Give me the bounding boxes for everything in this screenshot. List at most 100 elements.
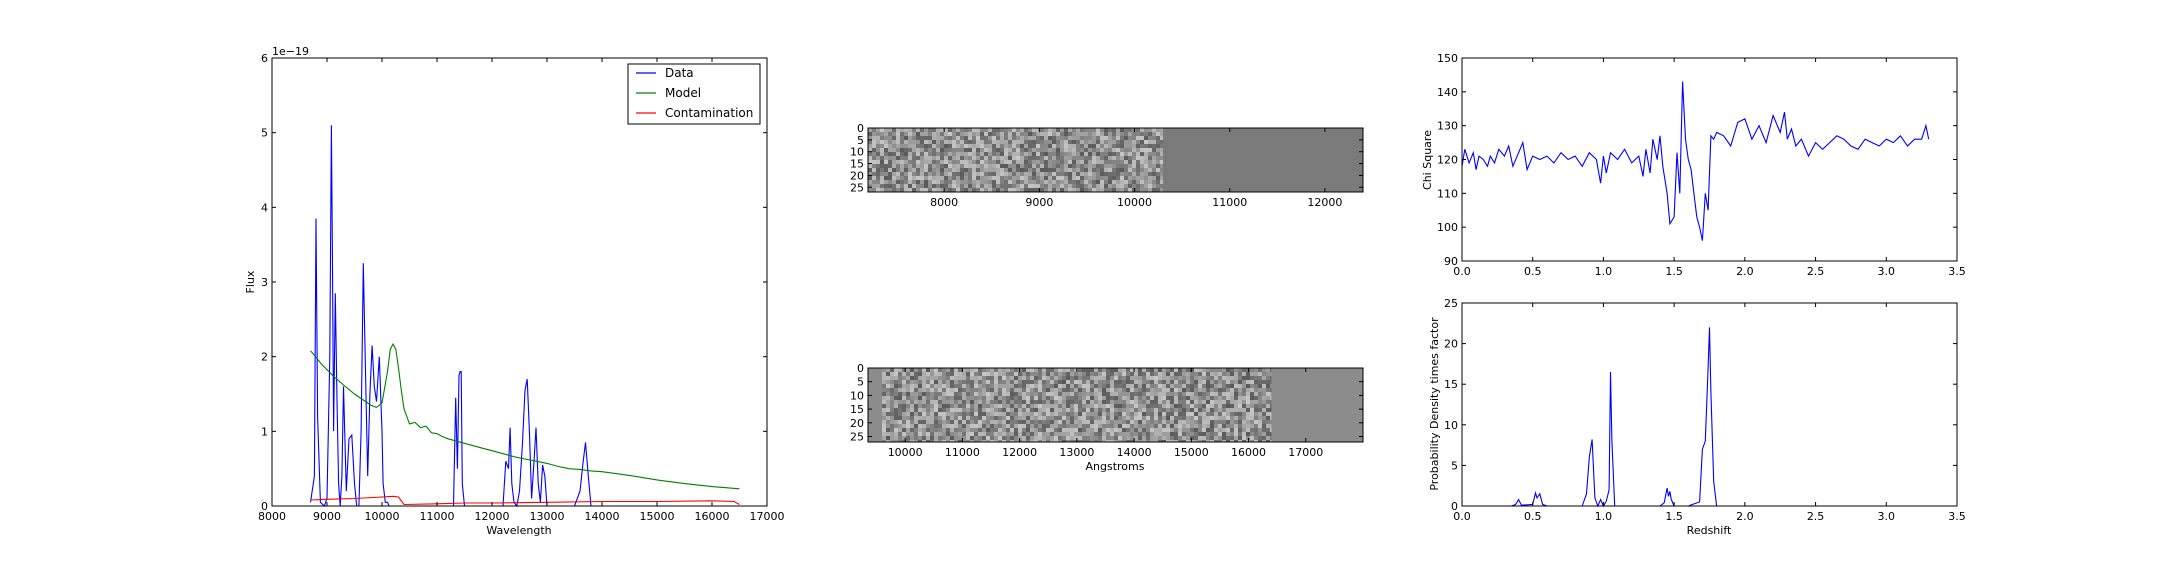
y-tick-label: 15 [850, 403, 864, 416]
x-tick-label: 12000 [475, 510, 510, 523]
bottom-2d-spectrum-frame [867, 367, 1364, 443]
y-tick-label: 120 [1437, 154, 1458, 167]
x-tick-label: 0.0 [1453, 265, 1471, 278]
y-tick-label: 130 [1437, 120, 1458, 133]
x-tick-label: 3.0 [1878, 265, 1896, 278]
y-tick-label: 1 [261, 425, 268, 438]
x-tick-label: 8000 [258, 510, 286, 523]
x-tick-label: 12000 [1307, 196, 1342, 209]
y-tick-label: 0 [857, 362, 864, 375]
x-tick-label: 12000 [1002, 446, 1037, 459]
x-tick-label: 3.5 [1948, 510, 1966, 523]
x-tick-label: 9000 [313, 510, 341, 523]
y-tick-label: 5 [857, 134, 864, 147]
y-tick-label: 20 [850, 417, 864, 430]
x-tick-label: 9000 [1025, 196, 1053, 209]
x-tick-label: 2.0 [1736, 510, 1754, 523]
y-tick-label: 15 [850, 158, 864, 171]
x-tick-label: 13000 [1059, 446, 1094, 459]
x-tick-label: 14000 [1117, 446, 1152, 459]
x-tick-label: 11000 [1212, 196, 1247, 209]
y-tick-label: 6 [261, 52, 268, 65]
y-tick-label: 150 [1437, 52, 1458, 65]
x-tick-label: 11000 [945, 446, 980, 459]
x-tick-label: 10000 [1117, 196, 1152, 209]
y-tick-label: 100 [1437, 221, 1458, 234]
x-tick-label: 0.5 [1524, 510, 1542, 523]
y-tick-label: 10 [850, 146, 864, 159]
x-tick-label: 3.0 [1878, 510, 1896, 523]
spectrum-offset-label: 1e−19 [272, 45, 309, 58]
y-tick-label: 20 [1444, 338, 1458, 351]
y-tick-label: 25 [850, 431, 864, 444]
x-tick-label: 15000 [640, 510, 675, 523]
x-tick-label: 0.0 [1453, 510, 1471, 523]
legend-entry-data: Data [665, 66, 694, 80]
x-tick-label: 1.5 [1665, 265, 1683, 278]
y-tick-label: 5 [1451, 459, 1458, 472]
spectrum-axes-frame [271, 57, 768, 507]
y-tick-label: 10 [850, 389, 864, 402]
x-tick-label: 14000 [585, 510, 620, 523]
x-tick-label: 2.5 [1807, 265, 1825, 278]
y-tick-label: 25 [850, 181, 864, 194]
y-tick-label: 20 [850, 169, 864, 182]
y-tick-label: 0 [261, 500, 268, 513]
series-line-model [310, 342, 740, 490]
series-line-line-0 [1462, 327, 1929, 508]
x-tick-label: 1.5 [1665, 510, 1683, 523]
series-line-data [309, 125, 740, 508]
noise-image [868, 128, 1164, 192]
angstroms-xlabel: Angstroms [1086, 460, 1145, 473]
x-tick-label: 17000 [1288, 446, 1323, 459]
legend-entry-contamination: Contamination [665, 106, 753, 120]
legend-box [627, 63, 761, 125]
y-tick-label: 0 [857, 122, 864, 135]
bottom-2d-spectrum-panel: 10000 11000 12000 13000 14000 15000 16000 17000… [850, 362, 1364, 473]
x-tick-label: 15000 [1174, 446, 1209, 459]
x-tick-label: 10000 [365, 510, 400, 523]
y-tick-label: 15 [1444, 378, 1458, 391]
x-tick-label: 2.5 [1807, 510, 1825, 523]
x-tick-label: 16000 [695, 510, 730, 523]
spectrum-ylabel: Flux [244, 270, 257, 293]
x-tick-label: 10000 [888, 446, 923, 459]
x-tick-label: 2.0 [1736, 265, 1754, 278]
x-tick-label: 8000 [930, 196, 958, 209]
y-tick-label: 5 [857, 376, 864, 389]
series-line-contamination [310, 495, 740, 506]
redshift-xlabel: Redshift [1687, 524, 1732, 537]
probability-density-ylabel: Probability Density times factor [1428, 317, 1441, 491]
legend-entry-model: Model [665, 86, 701, 100]
y-tick-label: 25 [1444, 297, 1458, 310]
spectrum-panel: 8000 9000 10000 11000 12000 13000 14000 15000 16… [244, 45, 785, 537]
top-2d-spectrum-frame [867, 127, 1364, 193]
y-tick-label: 110 [1437, 187, 1458, 200]
x-tick-label: 16000 [1231, 446, 1266, 459]
y-tick-label: 10 [1444, 419, 1458, 432]
series-line-line-0 [1461, 81, 1930, 241]
y-tick-label: 0 [1451, 500, 1458, 513]
y-tick-label: 2 [261, 351, 268, 364]
x-tick-label: 17000 [750, 510, 785, 523]
probability-density-panel: 0.0 0.5 1.0 1.5 2.0 2.5 3.0 3.5 0 5 10 15 20 25 Proba… [1428, 297, 1966, 537]
x-tick-label: 3.5 [1948, 265, 1966, 278]
y-tick-label: 3 [261, 276, 268, 289]
y-tick-label: 5 [261, 127, 268, 140]
x-tick-label: 0.5 [1524, 265, 1542, 278]
x-tick-label: 11000 [420, 510, 455, 523]
x-tick-label: 1.0 [1595, 265, 1613, 278]
chi-square-ylabel: Chi Square [1421, 130, 1434, 190]
noise-image [882, 368, 1272, 442]
spectrum-xlabel: Wavelength [486, 524, 551, 537]
probability-density-frame [1461, 302, 1958, 507]
x-tick-label: 1.0 [1595, 510, 1613, 523]
y-tick-label: 4 [261, 201, 268, 214]
chi-square-panel: 0.0 0.5 1.0 1.5 2.0 2.5 3.0 3.5 90 100 110 120 130 14… [1421, 52, 1966, 278]
x-tick-label: 13000 [530, 510, 565, 523]
spectrum-legend: Data Model Contamination [627, 63, 761, 125]
y-tick-label: 140 [1437, 86, 1458, 99]
y-tick-label: 90 [1444, 255, 1458, 268]
